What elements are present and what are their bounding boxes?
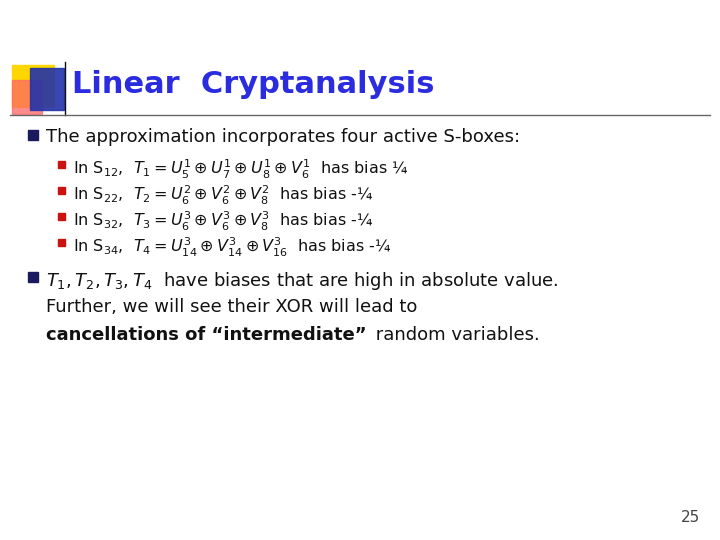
Bar bbox=[58, 187, 65, 194]
Bar bbox=[30, 68, 64, 110]
Text: In S$_{34}$,  $T_4 = U_{14}^3 \oplus V_{14}^3 \oplus V_{16}^3$  has bias -¼: In S$_{34}$, $T_4 = U_{14}^3 \oplus V_{1… bbox=[73, 236, 391, 259]
Text: $T_1, T_2, T_3, T_4$  have biases that are high in absolute value.: $T_1, T_2, T_3, T_4$ have biases that ar… bbox=[46, 270, 559, 292]
Bar bbox=[12, 65, 54, 107]
Bar bbox=[28, 272, 38, 282]
Text: In S$_{12}$,  $T_1 = U_5^1 \oplus U_7^1 \oplus U_8^1 \oplus V_6^1$  has bias ¼: In S$_{12}$, $T_1 = U_5^1 \oplus U_7^1 \… bbox=[73, 158, 408, 181]
Text: 25: 25 bbox=[680, 510, 700, 525]
Text: cancellations of “intermediate”: cancellations of “intermediate” bbox=[46, 326, 366, 344]
Text: Further, we will see their XOR will lead to: Further, we will see their XOR will lead… bbox=[46, 298, 418, 316]
Text: The approximation incorporates four active S-boxes:: The approximation incorporates four acti… bbox=[46, 128, 520, 146]
Bar bbox=[12, 80, 42, 114]
Text: random variables.: random variables. bbox=[370, 326, 540, 344]
Bar bbox=[58, 161, 65, 168]
Text: In S$_{32}$,  $T_3 = U_6^3 \oplus V_6^3 \oplus V_8^3$  has bias -¼: In S$_{32}$, $T_3 = U_6^3 \oplus V_6^3 \… bbox=[73, 210, 374, 233]
Text: Linear  Cryptanalysis: Linear Cryptanalysis bbox=[72, 70, 434, 99]
Text: In S$_{22}$,  $T_2 = U_6^2 \oplus V_6^2 \oplus V_8^2$  has bias -¼: In S$_{22}$, $T_2 = U_6^2 \oplus V_6^2 \… bbox=[73, 184, 374, 207]
Bar bbox=[58, 239, 65, 246]
Bar bbox=[58, 213, 65, 220]
Bar bbox=[28, 130, 38, 140]
